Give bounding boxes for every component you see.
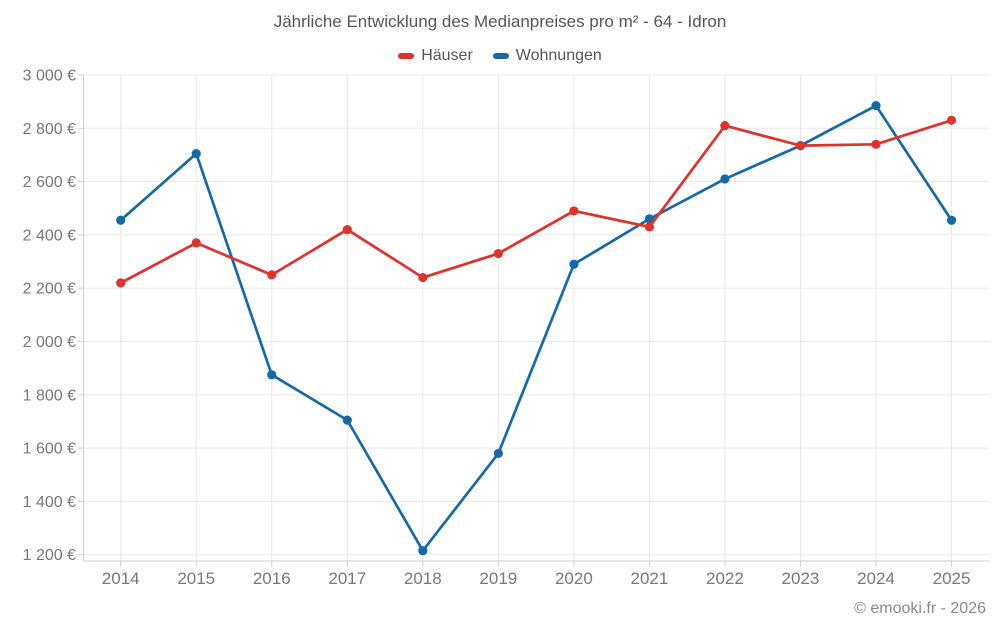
legend-label-haeuser: Häuser bbox=[421, 47, 473, 64]
data-point-haeuser-2015[interactable] bbox=[191, 238, 201, 248]
y-axis-label: 2 800 € bbox=[23, 121, 76, 138]
copyright-text: © emooki.fr - 2026 bbox=[854, 600, 986, 617]
data-point-haeuser-2023[interactable] bbox=[795, 141, 806, 151]
legend-marker-haeuser-icon bbox=[398, 53, 415, 59]
series-line-wohnungen bbox=[119, 104, 953, 553]
x-axis-label: 2018 bbox=[404, 569, 442, 588]
y-axis-label: 2 400 € bbox=[23, 227, 76, 244]
chart-title: Jährliche Entwicklung des Medianpreises … bbox=[273, 12, 727, 31]
data-point-haeuser-2017[interactable] bbox=[342, 224, 352, 235]
data-point-wohnungen-2022[interactable] bbox=[720, 174, 730, 184]
x-axis-label: 2023 bbox=[782, 569, 820, 588]
y-axis-label: 1 400 € bbox=[23, 494, 76, 511]
y-axis-label: 1 200 € bbox=[23, 547, 76, 564]
x-axis-label: 2014 bbox=[102, 569, 140, 588]
legend-item-haeuser[interactable]: Häuser bbox=[398, 47, 473, 65]
data-point-wohnungen-2016[interactable] bbox=[267, 370, 277, 380]
data-point-haeuser-2025[interactable] bbox=[946, 115, 957, 125]
x-axis-label: 2025 bbox=[933, 569, 971, 588]
x-axis-label: 2022 bbox=[706, 569, 744, 588]
y-axis-label: 1 600 € bbox=[23, 441, 76, 458]
data-point-haeuser-2018[interactable] bbox=[418, 272, 428, 283]
x-axis-label: 2020 bbox=[555, 569, 593, 588]
y-axis-label: 3 000 € bbox=[23, 68, 76, 85]
legend-label-wohnungen: Wohnungen bbox=[515, 47, 602, 64]
series-line-haeuser bbox=[119, 118, 953, 285]
data-point-haeuser-2021[interactable] bbox=[644, 222, 655, 232]
data-point-wohnungen-2020[interactable] bbox=[569, 259, 579, 269]
legend-marker-wohnungen-icon bbox=[492, 53, 509, 59]
x-axis-label: 2015 bbox=[177, 569, 215, 588]
data-point-haeuser-2020[interactable] bbox=[569, 206, 579, 216]
data-point-haeuser-2016[interactable] bbox=[267, 270, 277, 280]
data-point-haeuser-2022[interactable] bbox=[720, 121, 730, 131]
chart-legend: Häuser Wohnungen bbox=[0, 47, 1000, 65]
data-point-wohnungen-2021[interactable] bbox=[644, 214, 655, 224]
data-point-haeuser-2024[interactable] bbox=[871, 139, 881, 149]
legend-item-wohnungen[interactable]: Wohnungen bbox=[492, 47, 602, 65]
data-point-wohnungen-2019[interactable] bbox=[493, 448, 503, 459]
data-point-wohnungen-2015[interactable] bbox=[191, 149, 201, 159]
data-point-wohnungen-2014[interactable] bbox=[116, 215, 126, 225]
data-point-haeuser-2019[interactable] bbox=[493, 248, 503, 259]
y-axis-label: 1 800 € bbox=[23, 387, 76, 404]
x-axis-label: 2024 bbox=[857, 569, 895, 588]
x-axis-label: 2016 bbox=[253, 569, 291, 588]
y-axis-label: 2 600 € bbox=[23, 174, 76, 191]
x-axis-label: 2021 bbox=[630, 569, 668, 588]
data-point-wohnungen-2024[interactable] bbox=[871, 101, 881, 111]
x-axis-label: 2019 bbox=[479, 569, 517, 588]
data-point-wohnungen-2018[interactable] bbox=[418, 546, 428, 556]
x-axis-label: 2017 bbox=[328, 569, 366, 588]
y-axis-label: 2 000 € bbox=[23, 334, 76, 351]
data-point-wohnungen-2017[interactable] bbox=[342, 415, 352, 425]
data-point-haeuser-2014[interactable] bbox=[116, 278, 126, 288]
y-axis-label: 2 200 € bbox=[23, 281, 76, 298]
data-point-wohnungen-2025[interactable] bbox=[946, 215, 957, 225]
